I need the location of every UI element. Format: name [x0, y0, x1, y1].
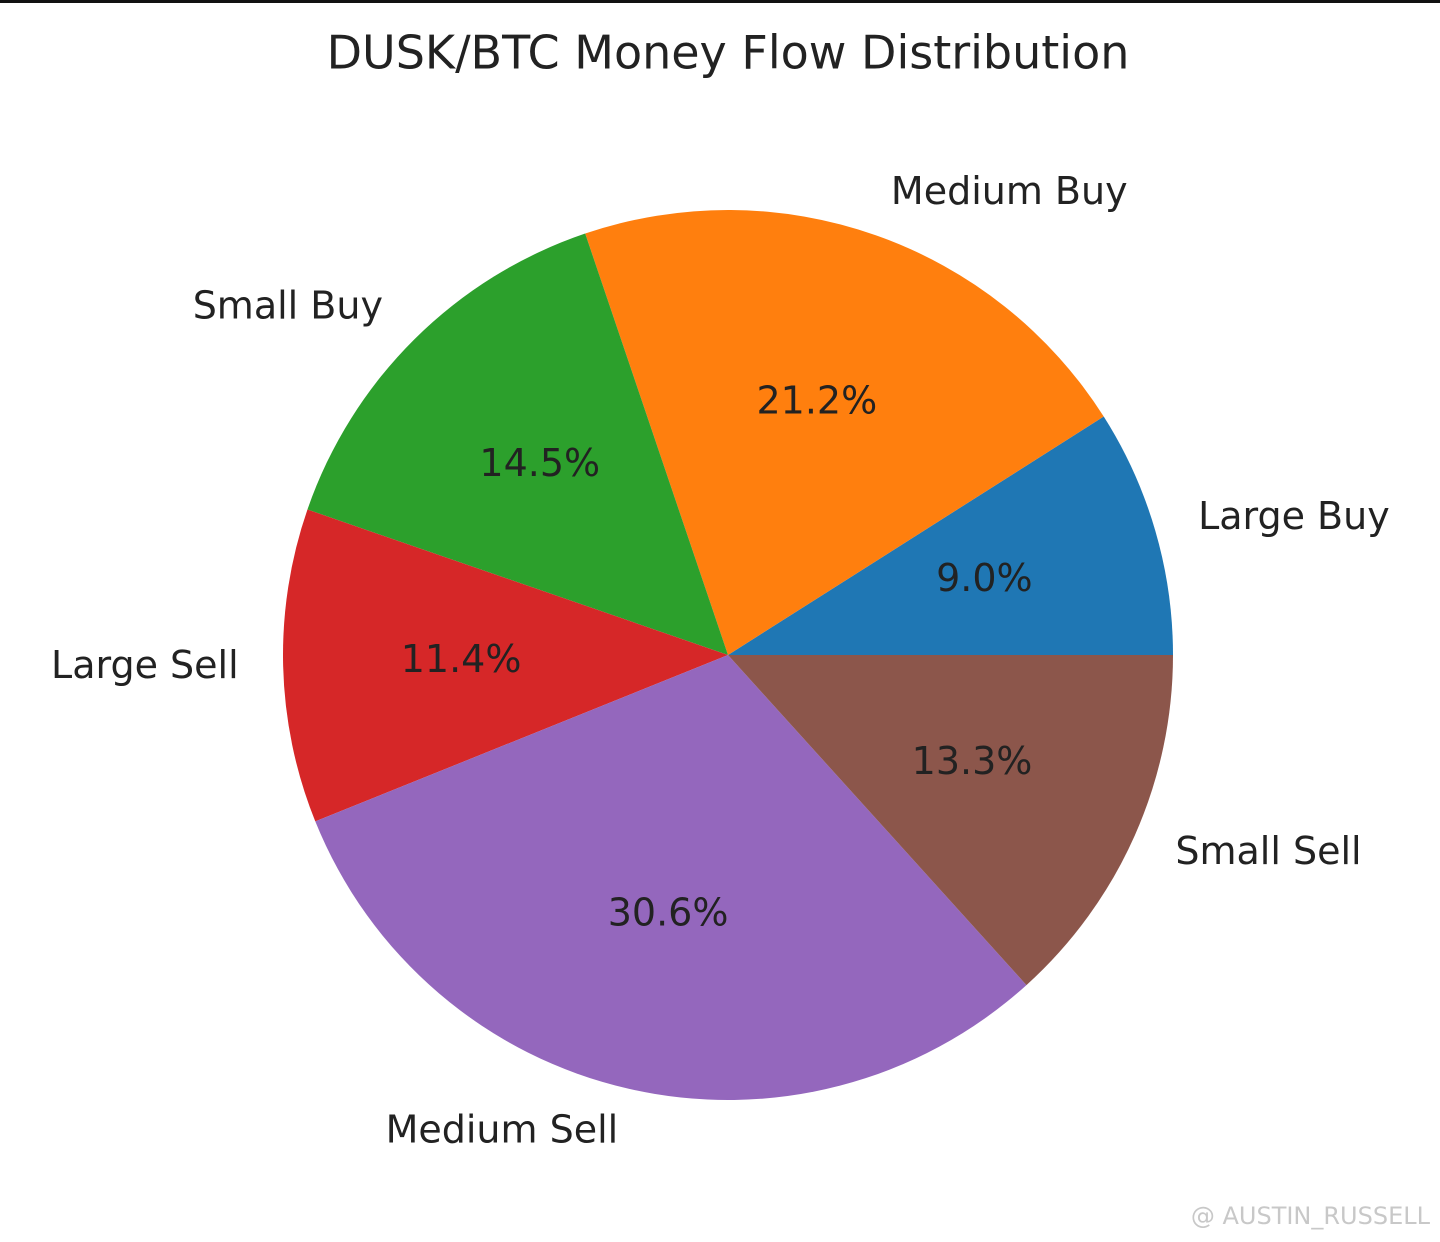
watermark: @ AUSTIN_RUSSELL: [1191, 1202, 1431, 1230]
pie-slice: [728, 416, 1173, 655]
top-border: [0, 0, 1440, 3]
value-label: 13.3%: [912, 739, 1033, 783]
slice-label: Large Buy: [1198, 494, 1390, 538]
pie-slice: [728, 655, 1173, 986]
pie-slice: [315, 655, 1027, 1100]
value-label: 11.4%: [401, 637, 522, 681]
value-label: 30.6%: [608, 891, 729, 935]
value-label: 9.0%: [936, 556, 1033, 600]
pie-slice: [585, 210, 1104, 655]
slice-label: Large Sell: [51, 643, 239, 687]
slice-label: Small Sell: [1175, 829, 1361, 873]
slice-label: Medium Sell: [386, 1108, 619, 1152]
value-label: 14.5%: [479, 441, 600, 485]
pie-slice: [283, 509, 728, 822]
slice-label: Small Buy: [193, 283, 383, 327]
pie-slice: [307, 233, 728, 655]
slice-label: Medium Buy: [891, 169, 1128, 213]
value-label: 21.2%: [757, 379, 878, 423]
chart-title: DUSK/BTC Money Flow Distribution: [327, 26, 1130, 80]
